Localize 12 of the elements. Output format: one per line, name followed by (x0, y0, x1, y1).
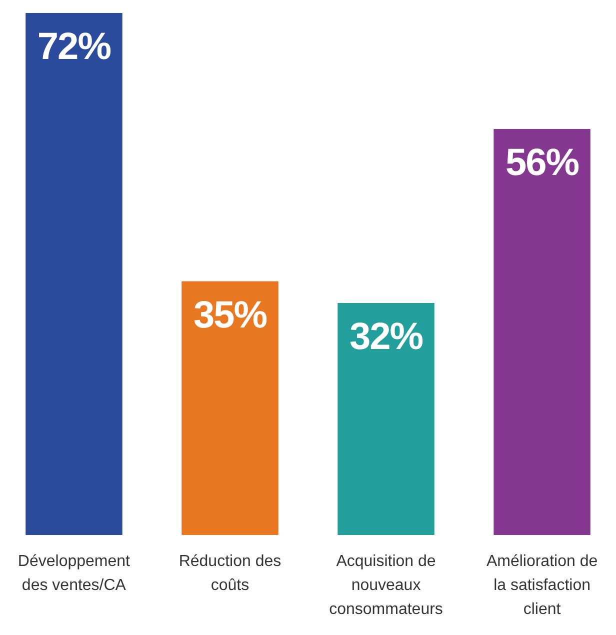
bar (338, 303, 434, 535)
data-label: 32% (349, 316, 423, 358)
x-tick-label: Acquisition de nouveaux consommateurs (329, 553, 443, 618)
data-label: 35% (193, 294, 267, 336)
bar (494, 129, 590, 535)
bar (182, 281, 278, 535)
x-tick-label: Réduction des coûts (178, 553, 282, 594)
x-tick-label: Amélioration de la satisfaction client (486, 553, 598, 618)
data-label: 72% (37, 26, 111, 68)
data-label: 56% (506, 142, 579, 184)
x-tick-label: Développement des ventes/CA (18, 553, 131, 594)
bar (26, 13, 122, 535)
